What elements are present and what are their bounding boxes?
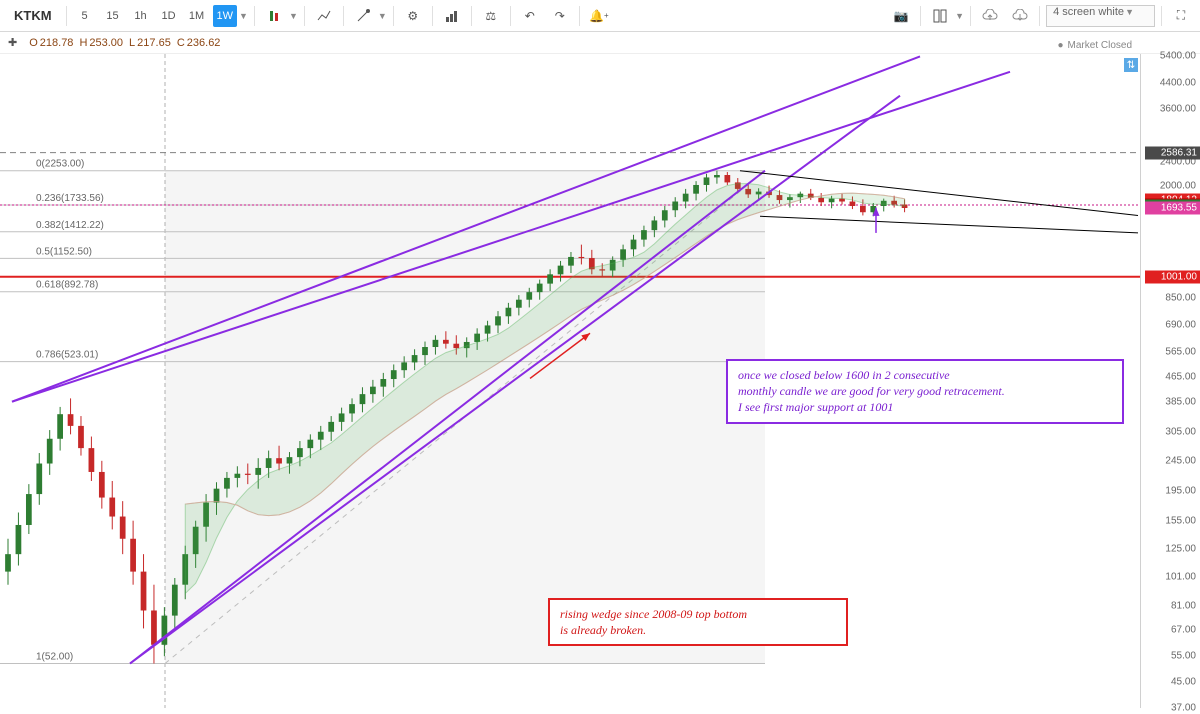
svg-text:0(2253.00): 0(2253.00) <box>36 159 84 170</box>
separator <box>1161 6 1162 26</box>
annotation-purple-l1: once we closed below 1600 in 2 consecuti… <box>738 368 950 382</box>
candle-style-icon[interactable] <box>261 5 287 27</box>
low-value: 217.65 <box>137 37 171 49</box>
annotation-red-l1: rising wedge since 2008-09 top bottom <box>560 607 747 621</box>
close-value: 236.62 <box>187 37 221 49</box>
y-tick: 4400.00 <box>1160 78 1196 89</box>
tf-1m[interactable]: 1M <box>185 5 209 27</box>
y-tick: 465.00 <box>1165 372 1196 383</box>
separator <box>393 6 394 26</box>
price-tag: 1001.00 <box>1145 270 1200 283</box>
high-value: 253.00 <box>89 37 123 49</box>
settings-gear-icon[interactable]: ⚙ <box>400 5 426 27</box>
annotation-purple-l2: monthly candle we are good for very good… <box>738 384 1005 398</box>
price-tag: 1693.55 <box>1145 202 1200 215</box>
tf-15[interactable]: 15 <box>101 5 125 27</box>
y-tick: 55.00 <box>1171 651 1196 662</box>
svg-text:1(52.00): 1(52.00) <box>36 651 73 662</box>
crosshair-toggle-icon[interactable]: ✚ <box>8 36 17 49</box>
compare-icon[interactable] <box>311 5 337 27</box>
annotation-purple[interactable]: once we closed below 1600 in 2 consecuti… <box>726 359 1124 424</box>
symbol-label[interactable]: KTKM <box>6 8 60 23</box>
separator <box>920 6 921 26</box>
high-label: H <box>79 37 87 49</box>
y-tick: 305.00 <box>1165 427 1196 438</box>
market-status: Market Closed <box>1057 40 1132 51</box>
y-tick: 850.00 <box>1165 293 1196 304</box>
y-tick: 155.00 <box>1165 515 1196 526</box>
y-tick: 565.00 <box>1165 346 1196 357</box>
undo-icon[interactable]: ↶ <box>517 5 543 27</box>
tf-dropdown-icon[interactable]: ▼ <box>239 11 248 21</box>
y-tick: 125.00 <box>1165 543 1196 554</box>
y-tick: 3600.00 <box>1160 104 1196 115</box>
price-tag: 2586.31 <box>1145 146 1200 159</box>
open-label: O <box>29 37 38 49</box>
y-tick: 195.00 <box>1165 485 1196 496</box>
layouts-icon[interactable] <box>927 5 953 27</box>
separator <box>471 6 472 26</box>
style-dropdown-icon[interactable]: ▼ <box>289 11 298 21</box>
y-tick: 37.00 <box>1171 703 1196 714</box>
y-tick: 67.00 <box>1171 625 1196 636</box>
chart-container: 0(2253.00) 0.236(1733.56) 0.382(1412.22) 0.… <box>0 54 1200 708</box>
tf-1d[interactable]: 1D <box>157 5 181 27</box>
layout-dropdown-icon[interactable]: ▼ <box>955 11 964 21</box>
cloud-save-icon[interactable] <box>1007 5 1033 27</box>
tf-1h[interactable]: 1h <box>129 5 153 27</box>
svg-text:0.786(523.01): 0.786(523.01) <box>36 350 98 361</box>
separator <box>304 6 305 26</box>
close-label: C <box>177 37 185 49</box>
separator <box>970 6 971 26</box>
separator <box>1039 6 1040 26</box>
price-axis[interactable]: 5400.004400.003600.002400.002000.00850.0… <box>1140 54 1200 708</box>
alert-bell-icon[interactable]: 🔔+ <box>586 5 612 27</box>
y-tick: 5400.00 <box>1160 51 1196 62</box>
svg-text:0.5(1152.50): 0.5(1152.50) <box>36 246 92 257</box>
annotation-purple-l3: I see first major support at 1001 <box>738 400 893 414</box>
screenshot-camera-icon[interactable]: 📷 <box>888 5 914 27</box>
y-tick: 245.00 <box>1165 455 1196 466</box>
tf-5[interactable]: 5 <box>73 5 97 27</box>
annotation-red[interactable]: rising wedge since 2008-09 top bottom is… <box>548 598 848 646</box>
separator <box>510 6 511 26</box>
separator <box>579 6 580 26</box>
separator <box>432 6 433 26</box>
draw-dropdown-icon[interactable]: ▼ <box>378 11 387 21</box>
tf-1w[interactable]: 1W <box>213 5 238 27</box>
y-tick: 690.00 <box>1165 320 1196 331</box>
low-label: L <box>129 37 135 49</box>
svg-text:0.382(1412.22): 0.382(1412.22) <box>36 220 104 231</box>
svg-text:0.236(1733.56): 0.236(1733.56) <box>36 193 104 204</box>
separator <box>343 6 344 26</box>
y-tick: 2000.00 <box>1160 181 1196 192</box>
drawing-tools-icon[interactable] <box>350 5 376 27</box>
top-toolbar: KTKM 5 15 1h 1D 1M 1W ▼ ▼ ▼ ⚙ ⚖ ↶ ↷ 🔔+ 📷… <box>0 0 1200 32</box>
cloud-load-icon[interactable] <box>977 5 1003 27</box>
separator <box>66 6 67 26</box>
fullscreen-icon[interactable]: ⛶ <box>1168 5 1194 27</box>
svg-text:0.618(892.78): 0.618(892.78) <box>36 280 98 291</box>
annotation-red-l2: is already broken. <box>560 623 646 637</box>
y-tick: 81.00 <box>1171 600 1196 611</box>
open-value: 218.78 <box>40 37 74 49</box>
indicators-icon[interactable] <box>439 5 465 27</box>
y-tick: 45.00 <box>1171 677 1196 688</box>
theme-select[interactable]: 4 screen white ▼ <box>1046 5 1155 27</box>
y-tick: 385.00 <box>1165 396 1196 407</box>
theme-label: 4 screen white <box>1053 6 1124 18</box>
scales-icon[interactable]: ⚖ <box>478 5 504 27</box>
ohlc-bar: ✚ O218.78 H253.00 L217.65 C236.62 <box>0 32 1200 54</box>
separator <box>254 6 255 26</box>
y-tick: 101.00 <box>1165 571 1196 582</box>
redo-icon[interactable]: ↷ <box>547 5 573 27</box>
